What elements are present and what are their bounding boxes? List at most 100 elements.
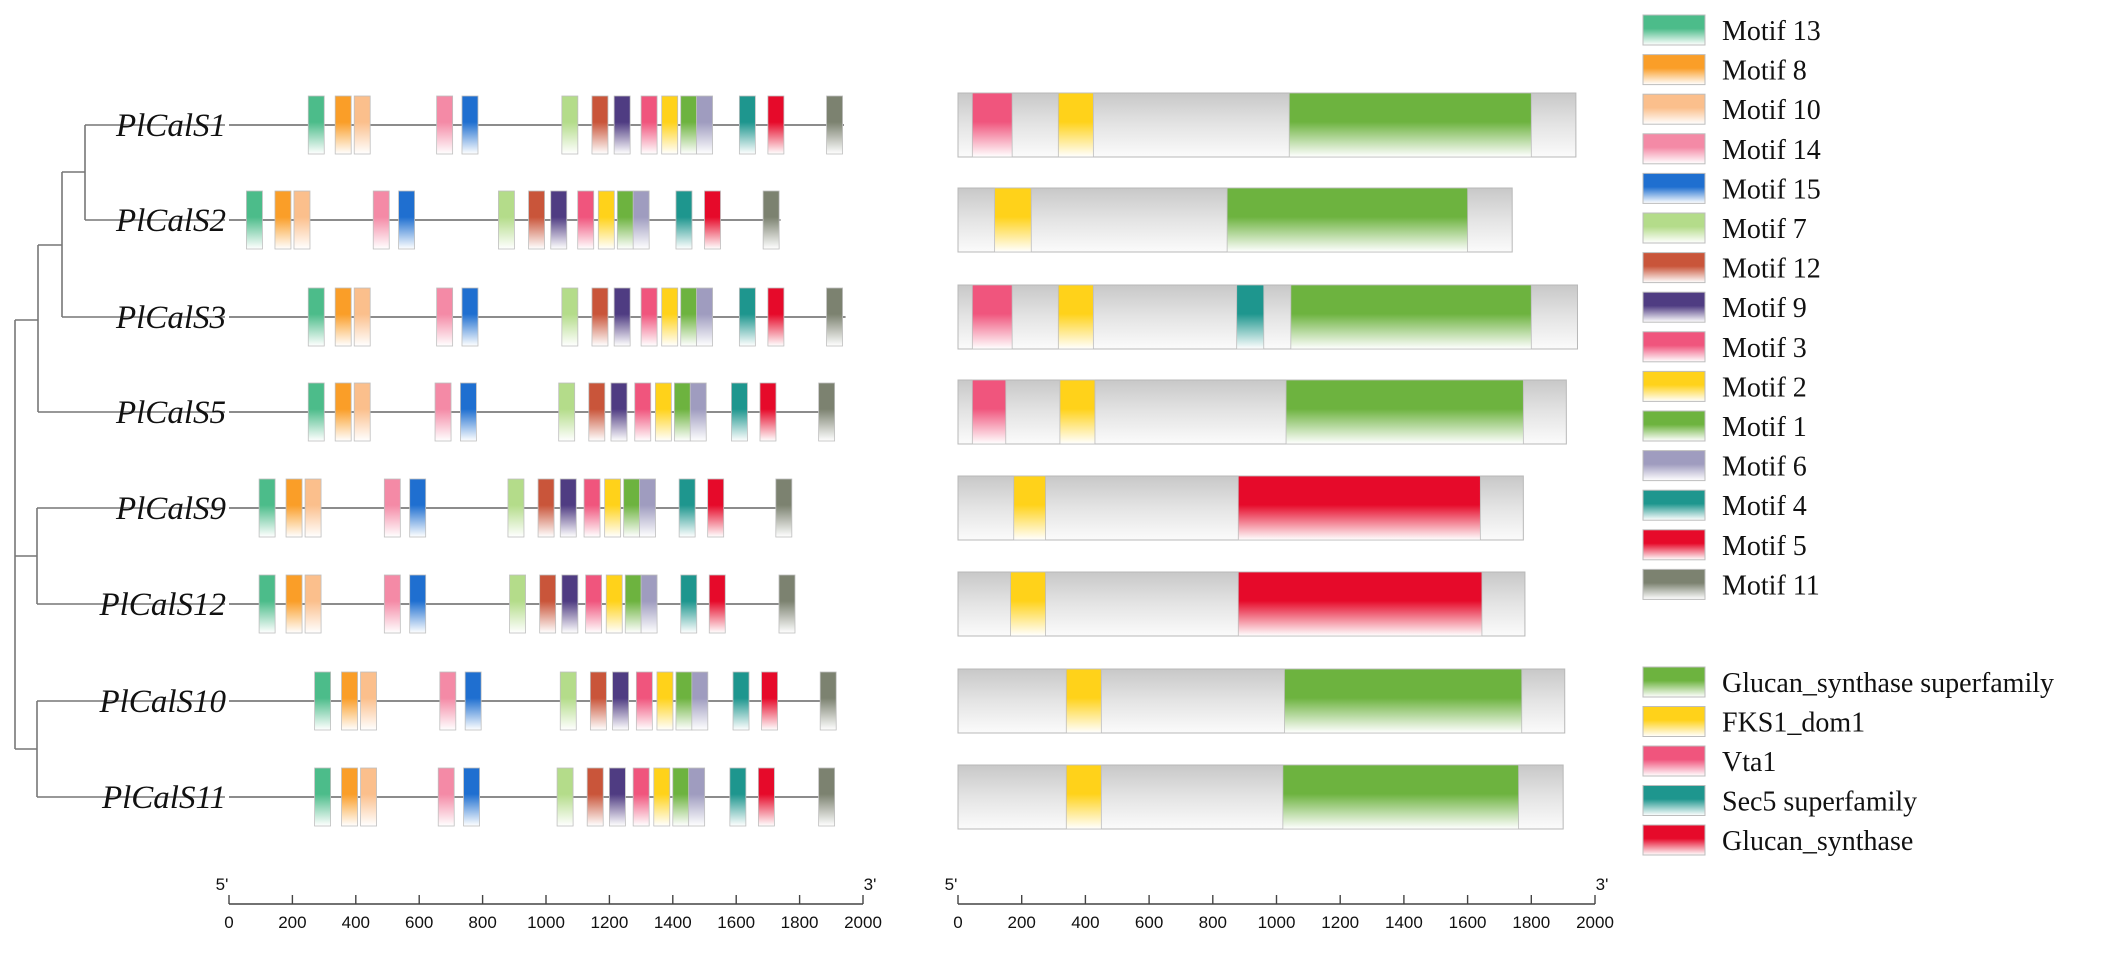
axis-tick-label: 1200 [1321, 913, 1359, 932]
legend-item-fks1-dom1: FKS1_dom1 [1642, 706, 1865, 739]
motif-box-motif-7 [498, 190, 515, 250]
domain-legend: Glucan_synthase superfamily FKS1_dom1 Vta1… [1642, 666, 2054, 857]
motif-box-motif-15 [409, 574, 427, 634]
motif-box-motif-2 [654, 382, 672, 442]
legend-swatch [1642, 489, 1706, 521]
legend-item-motif-8: Motif 8 [1642, 54, 1807, 87]
legend-swatch [1642, 93, 1706, 125]
domain-box-sec5-superfamily [1236, 284, 1265, 350]
domain-box-fks1-dom1 [1010, 571, 1046, 637]
three-prime-label: 3' [864, 875, 877, 894]
legend-label: Motif 7 [1722, 214, 1807, 245]
domain-box-fks1-dom1 [1059, 379, 1096, 445]
motif-box-motif-14 [436, 287, 454, 347]
motif-box-motif-2 [661, 95, 679, 155]
motif-box-motif-1 [672, 767, 690, 827]
legend-swatch [1642, 370, 1706, 402]
motif-box-motif-1 [673, 382, 691, 442]
motif-box-motif-4 [729, 767, 747, 827]
axis-tick-label: 2000 [844, 913, 882, 932]
motif-box-motif-9 [610, 382, 628, 442]
legend-item-motif-12: Motif 12 [1642, 252, 1821, 285]
motif-box-motif-13 [246, 190, 263, 250]
legend-item-motif-10: Motif 10 [1642, 93, 1821, 126]
motif-box-motif-2 [656, 671, 674, 731]
axis-tick-label: 600 [405, 913, 433, 932]
legend-swatch [1642, 133, 1706, 165]
domain-row-plcals9 [957, 475, 1524, 541]
motif-box-motif-4 [731, 382, 748, 442]
axis-tick-label: 1800 [1512, 913, 1550, 932]
legend-label: Motif 4 [1722, 491, 1807, 522]
legend-swatch [1642, 745, 1706, 777]
motif-box-motif-2 [605, 574, 623, 634]
phylogenetic-tree [14, 124, 225, 798]
motif-box-motif-8 [334, 382, 352, 442]
motif-box-motif-3 [632, 767, 650, 827]
legend-label: Motif 13 [1722, 16, 1821, 47]
motif-box-motif-12 [591, 95, 609, 155]
legend-label: Motif 10 [1722, 95, 1821, 126]
domain-box-vta1 [971, 379, 1007, 445]
motif-box-motif-3 [634, 382, 652, 442]
legend-swatch [1642, 450, 1706, 482]
motif-box-motif-6 [688, 767, 706, 827]
legend-item-glucan-synthase: Glucan_synthase [1642, 824, 1913, 857]
motif-box-motif-6 [696, 287, 713, 347]
legend-item-glucan-synthase-superfamily: Glucan_synthase superfamily [1642, 666, 2054, 699]
motif-box-motif-6 [632, 190, 650, 250]
legend-label: Glucan_synthase superfamily [1722, 668, 2054, 699]
axis-tick-label: 800 [468, 913, 496, 932]
legend-swatch [1642, 706, 1706, 737]
legend-item-motif-6: Motif 6 [1642, 450, 1807, 483]
motif-box-motif-15 [461, 95, 479, 155]
legend-swatch [1642, 410, 1706, 442]
motif-box-motif-13 [307, 287, 325, 347]
legend-swatch [1642, 529, 1706, 561]
legend-swatch [1642, 252, 1706, 284]
legend-item-motif-1: Motif 1 [1642, 410, 1807, 443]
motif-box-motif-9 [613, 95, 631, 155]
legend-item-sec5-superfamily: Sec5 superfamily [1642, 785, 1917, 818]
motif-box-motif-14 [436, 95, 454, 155]
legend-label: Motif 3 [1722, 333, 1807, 364]
motif-box-motif-2 [604, 478, 622, 538]
motif-box-motif-6 [696, 95, 713, 155]
axis-tick-label: 200 [278, 913, 306, 932]
motif-box-motif-2 [661, 287, 679, 347]
motif-box-motif-3 [585, 574, 603, 634]
motif-box-motif-6 [640, 574, 658, 634]
axis-tick-label: 2000 [1576, 913, 1614, 932]
axis-tick-label: 0 [224, 913, 233, 932]
motif-box-motif-5 [767, 287, 785, 347]
motif-box-motif-11 [826, 95, 843, 155]
legend-label: Motif 5 [1722, 531, 1807, 562]
gene-label-plcals11: PlCalS11 [101, 780, 226, 816]
motif-box-motif-13 [258, 574, 276, 634]
legend-item-motif-15: Motif 15 [1642, 172, 1821, 205]
legend-swatch [1642, 666, 1706, 698]
legend-swatch [1642, 291, 1706, 323]
motif-box-motif-7 [509, 574, 526, 634]
motif-box-motif-5 [704, 190, 721, 250]
legend-label: Motif 14 [1722, 135, 1821, 166]
legend-label: Motif 2 [1722, 372, 1807, 403]
legend-swatch [1642, 785, 1706, 816]
motif-box-motif-10 [293, 190, 311, 250]
motif-box-motif-15 [460, 382, 477, 442]
motif-box-motif-12 [539, 574, 557, 634]
legend-item-motif-14: Motif 14 [1642, 133, 1821, 166]
motif-box-motif-8 [285, 478, 303, 538]
axis-tick-label: 400 [1071, 913, 1099, 932]
axis-tick-label: 1400 [1385, 913, 1423, 932]
motif-box-motif-5 [757, 767, 775, 827]
motif-box-motif-4 [678, 478, 696, 538]
motif-box-motif-7 [561, 287, 579, 347]
motif-box-motif-15 [464, 671, 482, 731]
gene-label-plcals1: PlCalS1 [115, 108, 226, 144]
motif-box-motif-8 [274, 190, 292, 250]
motif-box-motif-1 [675, 671, 693, 731]
motif-box-motif-12 [537, 478, 555, 538]
three-prime-label: 3' [1596, 875, 1609, 894]
axis-tick-label: 800 [1199, 913, 1227, 932]
